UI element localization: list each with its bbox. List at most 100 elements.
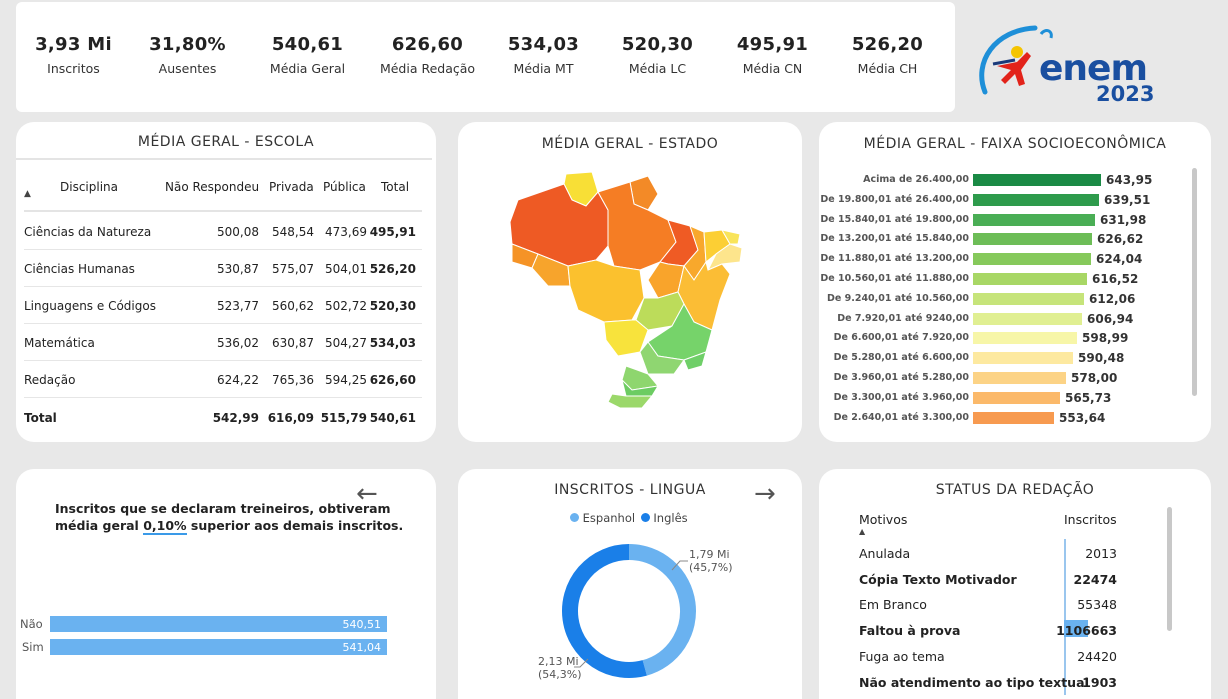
table-row: Não atendimento ao tipo textual 1903	[859, 675, 1139, 699]
treineiros-line2-pre: média geral	[55, 518, 144, 533]
col-disciplina[interactable]: Disciplina	[60, 180, 119, 194]
kpi-label: Média CH	[857, 61, 918, 76]
kpi-media-cn: 495,91 Média CN	[715, 34, 830, 76]
faixa-bar[interactable]	[973, 411, 1054, 424]
leader-line-ingles	[574, 658, 589, 668]
kpi-inscritos: 3,93 Mi Inscritos	[16, 34, 131, 76]
faixa-bar[interactable]	[973, 273, 1087, 285]
kpi-media-redacao: 626,60 Média Redação	[370, 34, 485, 76]
cell-motivo: Anulada	[859, 546, 911, 561]
label-espanhol-value: 1,79 Mi	[689, 548, 730, 561]
faixa-value: 565,73	[1065, 390, 1112, 405]
faixa-label: De 2.640,01 até 3.300,00	[833, 411, 969, 423]
redacao-table: Anulada 2013 Cópia Texto Motivador 22474 E…	[859, 546, 1139, 696]
cell-total: 540,61	[369, 411, 416, 425]
kpi-media-lc: 520,30 Média LC	[600, 34, 715, 76]
faixa-bar[interactable]	[973, 253, 1091, 266]
faixa-label: De 3.300,01 até 3.960,00	[833, 391, 969, 403]
enem-logo-icon	[979, 25, 1053, 95]
faixa-row: Acima de 26.400,00 643,95	[837, 170, 1167, 190]
col-total[interactable]: Total	[381, 180, 410, 194]
kpi-value: 3,93 Mi	[35, 34, 112, 55]
cell-privada: 765,36	[272, 373, 314, 387]
donut-slice-inglês[interactable]	[562, 544, 647, 678]
col-motivos[interactable]: Motivos	[859, 512, 908, 527]
table-row: Redação 624,22 765,36 594,25 626,60	[24, 361, 422, 398]
faixa-row: De 3.300,01 até 3.960,00 565,73	[833, 388, 1167, 408]
kpi-value: 540,61	[271, 34, 344, 55]
treineiros-line1: Inscritos que se declaram treineiros, ob…	[55, 501, 391, 516]
kpi-media-ch: 526,20 Média CH	[830, 34, 945, 76]
back-arrow-icon[interactable]: ←	[356, 479, 378, 509]
leader-line-espanhol	[671, 560, 688, 571]
faixa-value: 612,06	[1089, 291, 1136, 306]
escola-title: MÉDIA GERAL - ESCOLA	[137, 134, 315, 150]
col-privada[interactable]: Privada	[269, 180, 314, 194]
kpi-label: Ausentes	[158, 61, 217, 76]
faixa-label: De 13.200,01 até 15.840,00	[820, 233, 969, 245]
faixa-value: 616,52	[1092, 272, 1139, 286]
col-nao-respondeu[interactable]: Não Respondeu	[165, 180, 260, 194]
faixa-row: De 15.840,01 até 19.800,00 631,98	[820, 210, 1167, 230]
sort-ascending-icon[interactable]: ▲	[24, 189, 31, 199]
legend-dot-ingles	[640, 513, 650, 522]
col-inscritos[interactable]: Inscritos	[1064, 512, 1117, 527]
brazil-map[interactable]	[508, 170, 744, 408]
treineiros-panel: Inscritos que se declaram treineiros, ob…	[16, 469, 436, 699]
cell-total: 520,30	[369, 299, 416, 313]
faixa-bar[interactable]	[973, 213, 1095, 226]
lingua-title: INSCRITOS - LINGUA	[554, 482, 706, 498]
kpi-label: Média Geral	[269, 61, 346, 76]
bar-label-nao: Não	[20, 617, 43, 631]
label-ingles: 2,13 Mi (54,3%)	[538, 655, 582, 681]
cell-privada: 548,54	[272, 225, 314, 239]
faixa-bar[interactable]	[973, 233, 1092, 246]
faixa-label: De 15.840,01 até 19.800,00	[820, 213, 969, 225]
faixa-bar[interactable]	[973, 193, 1099, 206]
logo-year: 2023	[1096, 82, 1155, 106]
sort-ascending-icon[interactable]: ▲	[859, 527, 866, 536]
faixa-bar[interactable]	[973, 174, 1101, 186]
faixa-bar[interactable]	[973, 332, 1077, 345]
cell-nao: 542,99	[212, 411, 259, 425]
legend-espanhol[interactable]: Espanhol	[582, 511, 636, 525]
faixa-value: 639,51	[1104, 192, 1151, 207]
label-espanhol-pct: (45,7%)	[689, 561, 733, 574]
cell-nao: 536,02	[217, 336, 259, 350]
faixa-scrollbar[interactable]	[1192, 168, 1197, 396]
cell-disciplina: Ciências da Natureza	[24, 225, 152, 239]
faixa-value: 553,64	[1059, 410, 1106, 425]
col-publica[interactable]: Pública	[323, 180, 366, 194]
faixa-bar[interactable]	[973, 292, 1084, 305]
kpi-value: 526,20	[851, 34, 924, 55]
faixa-value: 598,99	[1082, 331, 1129, 346]
cell-publica: 594,25	[325, 373, 367, 387]
forward-arrow-icon[interactable]: →	[754, 479, 776, 509]
redacao-scrollbar[interactable]	[1167, 507, 1172, 631]
kpi-value: 520,30	[621, 34, 694, 55]
table-row: Ciências da Natureza 500,08 548,54 473,6…	[24, 213, 422, 250]
legend-ingles[interactable]: Inglês	[653, 511, 688, 525]
escola-panel: MÉDIA GERAL - ESCOLA ▲ Disciplina Não Re…	[16, 122, 436, 442]
kpi-media-geral: 540,61 Média Geral	[250, 34, 365, 76]
bar-nao[interactable]: 540,51	[50, 616, 387, 632]
table-row: Cópia Texto Motivador 22474	[859, 572, 1139, 598]
faixa-value: 578,00	[1071, 371, 1118, 385]
cell-total: 626,60	[369, 373, 416, 387]
faixa-bar[interactable]	[973, 391, 1060, 404]
cell-privada: 560,62	[272, 299, 314, 313]
faixa-bar[interactable]	[973, 352, 1073, 365]
bar-sim[interactable]: 541,04	[50, 639, 387, 655]
redacao-title: STATUS DA REDAÇÃO	[935, 482, 1095, 498]
faixa-bar[interactable]	[973, 312, 1082, 325]
donut-slice-espanhol[interactable]	[628, 544, 696, 676]
kpi-label: Média MT	[513, 61, 574, 76]
cell-total: 526,20	[369, 262, 416, 276]
kpi-panel: 3,93 Mi Inscritos 31,80% Ausentes 540,61 Mé…	[16, 2, 955, 112]
table-row: Matemática 536,02 630,87 504,27 534,03	[24, 324, 422, 361]
faixa-bar[interactable]	[973, 372, 1066, 384]
faixa-row: De 6.600,01 até 7.920,00 598,99	[834, 328, 1167, 348]
cell-motivo: Faltou à prova	[859, 623, 961, 638]
kpi-ausentes: 31,80% Ausentes	[130, 34, 245, 76]
map-state-sc	[621, 378, 659, 397]
